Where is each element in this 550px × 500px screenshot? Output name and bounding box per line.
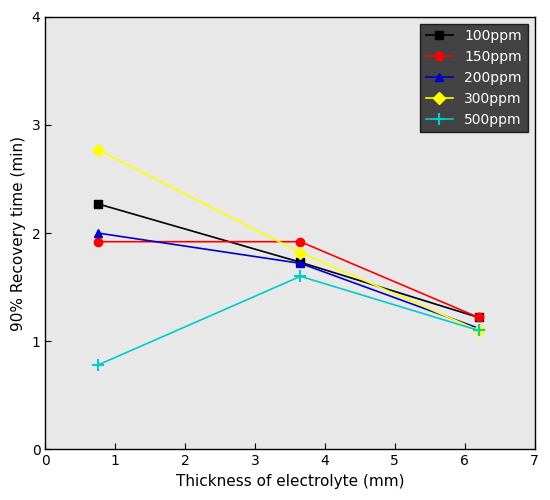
200ppm	[297, 260, 304, 266]
200ppm	[95, 230, 101, 236]
300ppm	[475, 328, 482, 334]
Legend: 100ppm, 150ppm, 200ppm, 300ppm, 500ppm: 100ppm, 150ppm, 200ppm, 300ppm, 500ppm	[420, 24, 527, 132]
500ppm	[297, 274, 304, 280]
100ppm	[95, 201, 101, 207]
200ppm	[475, 326, 482, 332]
150ppm	[297, 238, 304, 244]
Line: 150ppm: 150ppm	[94, 238, 483, 322]
Y-axis label: 90% Recovery time (min): 90% Recovery time (min)	[11, 136, 26, 330]
500ppm	[475, 328, 482, 334]
Line: 500ppm: 500ppm	[92, 271, 484, 370]
100ppm	[297, 260, 304, 266]
100ppm	[475, 314, 482, 320]
150ppm	[95, 238, 101, 244]
500ppm	[95, 362, 101, 368]
Line: 300ppm: 300ppm	[94, 146, 483, 334]
Line: 100ppm: 100ppm	[94, 200, 483, 322]
Line: 200ppm: 200ppm	[94, 229, 483, 332]
150ppm	[475, 314, 482, 320]
X-axis label: Thickness of electrolyte (mm): Thickness of electrolyte (mm)	[175, 474, 404, 489]
300ppm	[95, 146, 101, 152]
300ppm	[297, 250, 304, 256]
